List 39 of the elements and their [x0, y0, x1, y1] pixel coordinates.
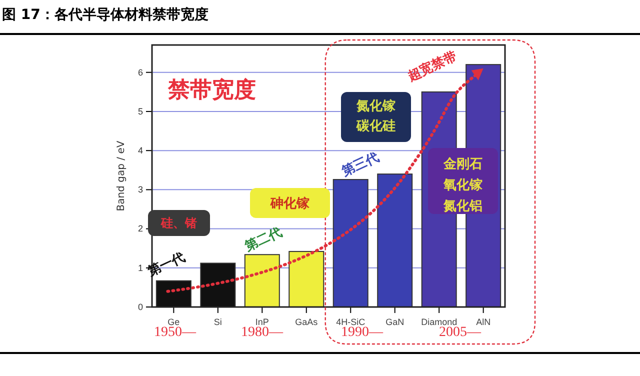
annotation: 碳化硅	[356, 119, 396, 134]
x-tick-label: 4H-SiC	[336, 317, 366, 327]
annotation: 第一代	[144, 250, 188, 280]
bar	[200, 262, 236, 308]
x-tick-label: InP	[255, 317, 269, 327]
annotation: 禁带宽度	[167, 77, 256, 103]
y-tick-label: 3	[138, 184, 143, 195]
text: 1950—	[154, 325, 197, 340]
annotation: 氧化镓	[442, 178, 484, 193]
chart-title: 图 17：各代半导体材料禁带宽度	[2, 6, 208, 23]
text: 1990—	[341, 325, 384, 340]
bar	[156, 280, 192, 308]
text: 1980—	[241, 325, 284, 340]
x-tick-label: Si	[214, 317, 222, 327]
x-tick-label: AlN	[476, 317, 491, 327]
y-tick-label: 6	[138, 67, 143, 78]
y-tick-label: 0	[138, 302, 143, 312]
annotation: 氮化铝	[442, 199, 482, 214]
bar	[288, 250, 324, 308]
annotation: 砷化镓	[270, 196, 310, 212]
annotation: 超宽禁带	[404, 48, 460, 86]
annotation: 第二代	[242, 224, 284, 256]
y-tick-label: 2	[138, 224, 143, 234]
y-tick-label: 1	[138, 262, 143, 273]
bar	[377, 174, 413, 308]
y-axis-title: Band gap / eV	[116, 140, 127, 212]
annotation: 氮化镓	[356, 99, 396, 114]
bar	[332, 179, 368, 308]
x-tick-label: GaN	[386, 317, 404, 327]
y-tick-label: 5	[138, 106, 143, 116]
x-tick-label: Diamond	[421, 317, 458, 327]
annotation: 金刚石	[442, 157, 482, 172]
x-tick-label: Ge	[168, 317, 180, 327]
text: 2005—	[439, 325, 482, 340]
annotation: 第三代	[338, 150, 382, 180]
y-tick-label: 4	[138, 145, 143, 156]
bar	[244, 254, 280, 308]
x-tick-label: GaAs	[295, 317, 318, 327]
annotation: 硅、锗	[160, 216, 197, 230]
